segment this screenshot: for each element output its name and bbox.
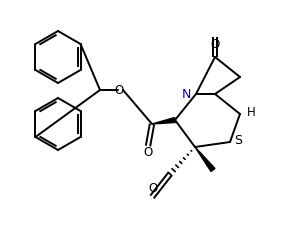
- Text: O: O: [148, 182, 158, 196]
- Polygon shape: [152, 118, 175, 124]
- Text: O: O: [143, 146, 153, 159]
- Text: N: N: [181, 88, 191, 100]
- Text: O: O: [114, 83, 124, 97]
- Text: H: H: [247, 106, 256, 119]
- Text: S: S: [234, 134, 242, 146]
- Polygon shape: [195, 147, 215, 172]
- Text: O: O: [210, 38, 220, 51]
